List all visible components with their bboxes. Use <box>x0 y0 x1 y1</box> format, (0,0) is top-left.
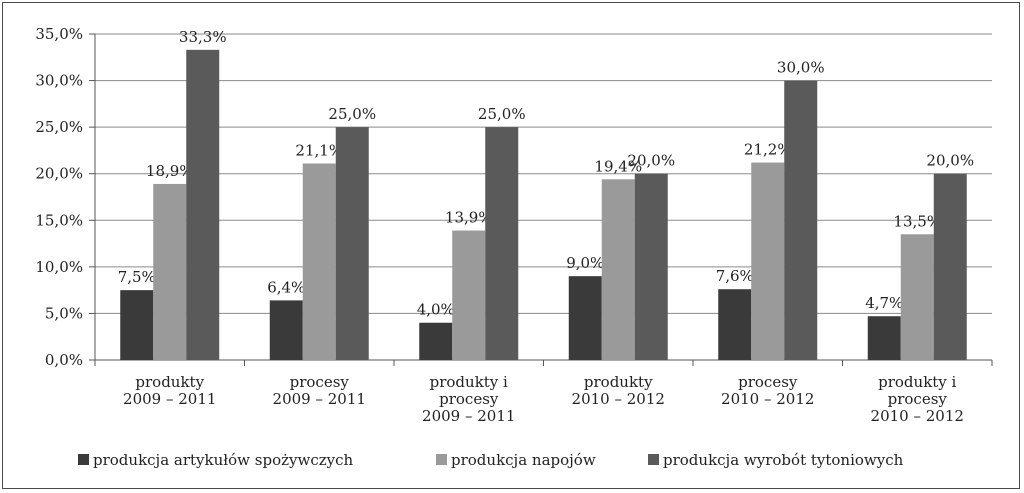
bar <box>784 80 818 361</box>
data-label: 9,0% <box>566 254 604 272</box>
category-label: procesy <box>290 373 350 391</box>
bar <box>186 49 220 360</box>
y-tick-label: 5,0% <box>45 304 83 322</box>
legend-swatch <box>648 454 659 465</box>
bar <box>302 163 336 360</box>
legend-label: produkcja wyrobót tytoniowych <box>663 451 904 469</box>
y-tick-label: 35,0% <box>35 25 83 43</box>
bar <box>335 127 369 361</box>
category-label: procesy <box>439 390 499 408</box>
data-label: 25,0% <box>478 105 526 123</box>
category-label: produkty <box>584 373 653 391</box>
category-label: produkty i <box>878 373 956 391</box>
y-tick-label: 0,0% <box>45 351 83 369</box>
data-label: 6,4% <box>267 278 305 296</box>
legend-label: produkcja napojów <box>451 451 596 469</box>
data-label: 7,6% <box>716 267 754 285</box>
bar <box>867 316 901 360</box>
y-tick-label: 10,0% <box>35 258 83 276</box>
bar <box>751 162 785 360</box>
data-label: 4,0% <box>417 301 455 319</box>
data-label: 33,3% <box>179 28 227 46</box>
bar <box>120 290 154 360</box>
category-label: procesy <box>738 373 798 391</box>
data-label: 13,5% <box>893 212 941 230</box>
bar <box>419 322 453 360</box>
legend-swatch <box>78 454 89 465</box>
category-label: 2009 – 2011 <box>123 390 216 408</box>
data-label: 21,1% <box>295 141 343 159</box>
data-label: 25,0% <box>328 105 376 123</box>
bar <box>269 300 303 360</box>
category-label: 2009 – 2011 <box>422 407 515 425</box>
y-tick-label: 15,0% <box>35 211 83 229</box>
data-label: 19,4% <box>594 157 642 175</box>
data-label: 20,0% <box>627 152 675 170</box>
data-label: 13,9% <box>445 209 493 227</box>
category-label: produkty <box>135 373 204 391</box>
legend-label: produkcja artykułów spożywczych <box>93 451 354 469</box>
data-label: 18,9% <box>146 162 194 180</box>
y-tick-label: 30,0% <box>35 72 83 90</box>
legend-swatch <box>436 454 447 465</box>
data-label: 7,5% <box>118 268 156 286</box>
category-label: 2010 – 2012 <box>721 390 814 408</box>
data-label: 4,7% <box>865 294 903 312</box>
bar <box>900 234 934 360</box>
bar <box>452 230 486 360</box>
y-tick-label: 25,0% <box>35 118 83 136</box>
category-label: 2010 – 2012 <box>572 390 665 408</box>
category-label: procesy <box>888 390 948 408</box>
bar <box>933 173 967 360</box>
data-label: 20,0% <box>926 152 974 170</box>
data-label: 30,0% <box>777 59 825 77</box>
y-tick-label: 20,0% <box>35 165 83 183</box>
data-label: 21,2% <box>744 141 792 159</box>
bar <box>718 289 752 360</box>
bar <box>153 183 187 360</box>
category-label: produkty i <box>430 373 508 391</box>
category-label: 2009 – 2011 <box>273 390 366 408</box>
bar <box>568 276 602 360</box>
category-label: 2010 – 2012 <box>871 407 964 425</box>
bar <box>634 173 668 360</box>
bar <box>601 179 635 360</box>
bar <box>485 127 519 361</box>
